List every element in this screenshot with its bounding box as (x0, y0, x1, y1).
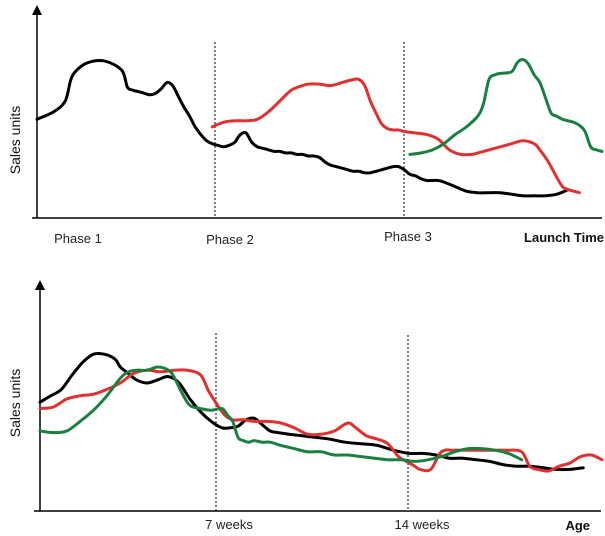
y-axis-title-top: Sales units (7, 106, 23, 174)
series-group-bottom (38, 351, 604, 473)
series-line-black-top (35, 59, 570, 198)
x-axis-title-top: Launch Time (524, 230, 604, 245)
tick-7-weeks: 7 weeks (205, 517, 253, 532)
y-axis-title-bottom: Sales units (7, 369, 23, 437)
x-axis-title-bottom: Age (565, 518, 590, 533)
phase1-label: Phase 1 (54, 231, 102, 246)
chart-launch-time: Sales units Phase 1 Phase 2 Phase 3 Laun… (7, 5, 604, 247)
series-line-green-bottom (38, 365, 524, 463)
phase2-label: Phase 2 (206, 232, 254, 247)
tick-14-weeks: 14 weeks (395, 517, 450, 532)
phase3-label: Phase 3 (384, 229, 432, 244)
chart-age: Sales units 7 weeks 14 weeks Age (7, 280, 604, 533)
series-line-red-top (210, 77, 581, 195)
series-line-green-top (408, 58, 604, 156)
series-line-red-bottom (38, 368, 604, 473)
series-line-black-bottom (38, 351, 585, 472)
series-group-top (35, 58, 604, 198)
